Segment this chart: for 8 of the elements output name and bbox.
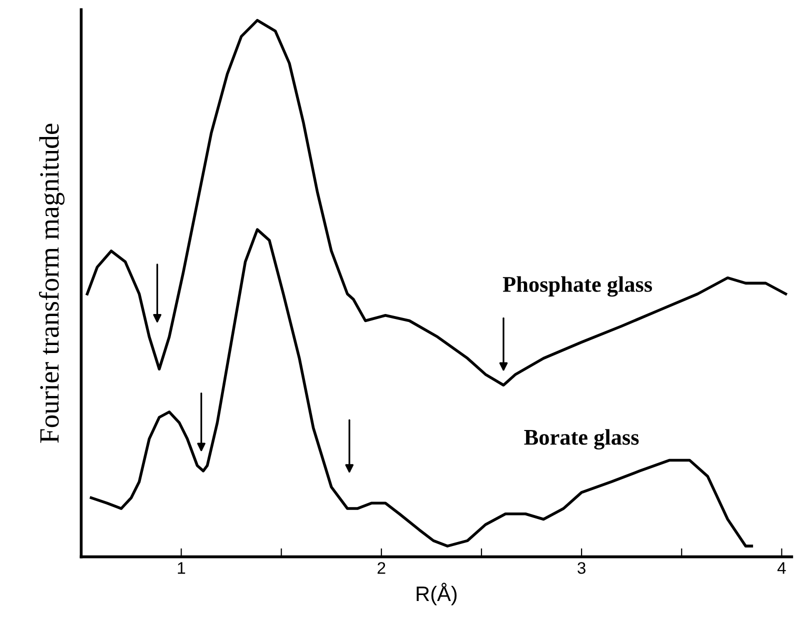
- series-label: Borate glass: [524, 429, 639, 450]
- x-tick-label: 3: [578, 562, 586, 574]
- x-tick-label: 2: [378, 562, 386, 574]
- x-tick-label: 1: [178, 562, 186, 574]
- x-tick-label: 4: [777, 562, 786, 574]
- x-axis-title: R(Å): [416, 582, 457, 606]
- y-axis-title: Fourier transform magnitude: [38, 124, 65, 443]
- series-label: Phosphate glass: [502, 276, 652, 297]
